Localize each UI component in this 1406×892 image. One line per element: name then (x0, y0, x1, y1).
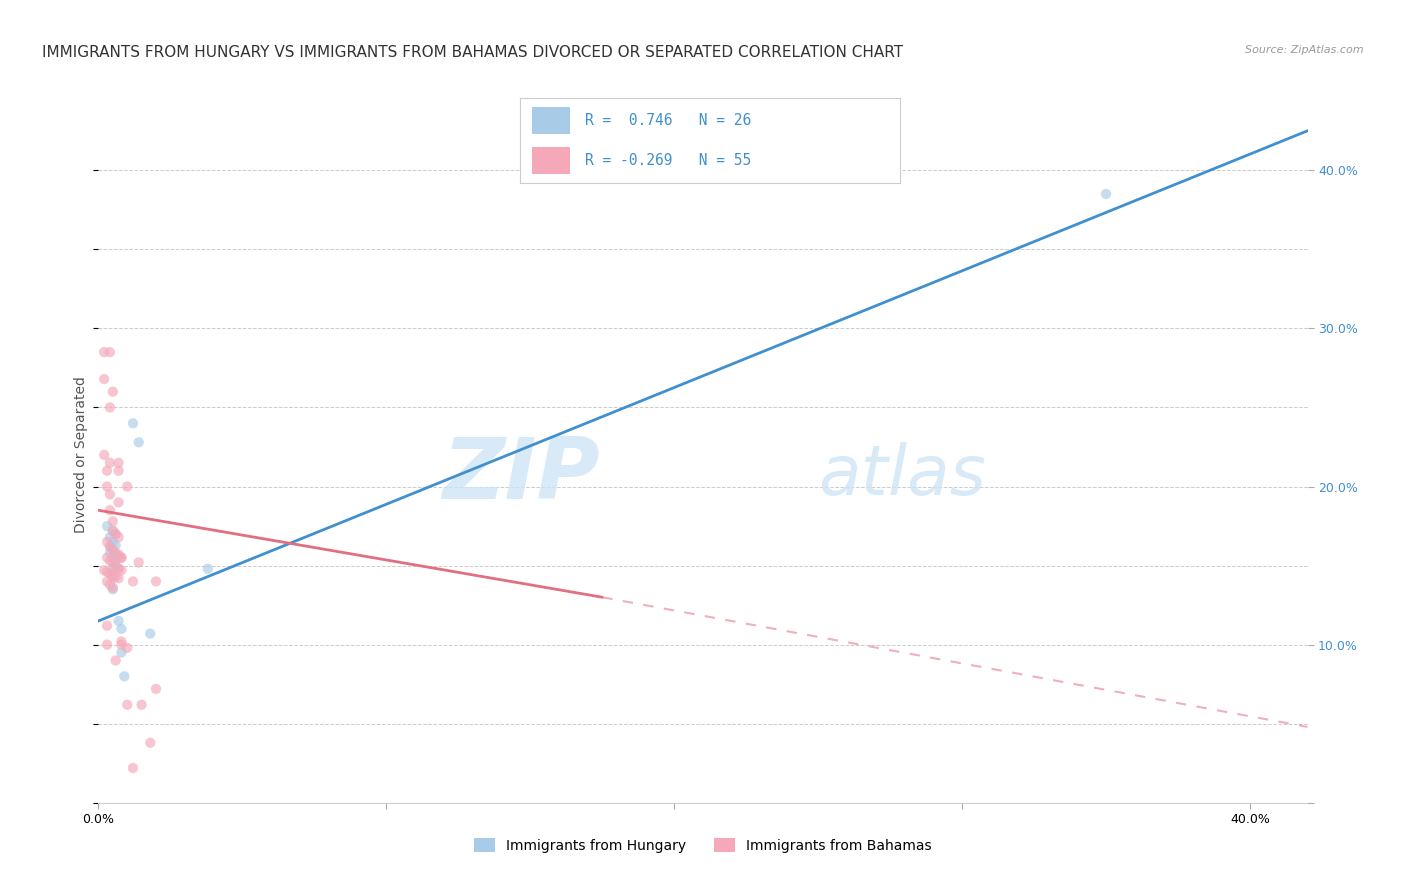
Point (107, 456, 129, 470)
Point (107, 562, 129, 576)
Point (96, 479, 118, 493)
Point (110, 646, 132, 660)
Point (96, 574, 118, 589)
Text: Source: ZipAtlas.com: Source: ZipAtlas.com (1246, 45, 1364, 54)
Point (93, 372, 115, 386)
Point (101, 534, 124, 549)
Point (98, 546, 121, 560)
Point (115, 479, 138, 493)
Point (101, 524, 124, 538)
Point (107, 550, 129, 565)
Y-axis label: Divorced or Separated: Divorced or Separated (75, 376, 89, 533)
Point (101, 524, 124, 538)
Point (112, 669, 135, 683)
Legend: Immigrants from Hungary, Immigrants from Bahamas: Immigrants from Hungary, Immigrants from… (468, 832, 938, 858)
Point (98, 577, 121, 591)
Point (110, 563, 132, 577)
Point (122, 761, 145, 775)
Point (101, 514, 124, 528)
Point (98, 487, 121, 501)
Point (145, 681, 167, 696)
Point (107, 548, 129, 562)
Point (110, 550, 132, 565)
Point (93, 563, 115, 577)
Text: R =  0.746   N = 26: R = 0.746 N = 26 (585, 112, 751, 128)
Point (101, 550, 124, 565)
Point (107, 571, 129, 585)
Point (98, 554, 121, 568)
Point (110, 634, 132, 648)
Point (98, 530, 121, 544)
Point (93, 448, 115, 462)
Point (122, 574, 145, 589)
Text: R = -0.269   N = 55: R = -0.269 N = 55 (585, 153, 751, 169)
Point (131, 698, 153, 712)
Point (96, 618, 118, 632)
Point (104, 653, 127, 667)
Point (1095, 186, 1118, 201)
Point (115, 698, 138, 712)
Point (145, 574, 167, 589)
Point (104, 558, 127, 573)
Point (104, 570, 127, 584)
Text: ZIP: ZIP (443, 434, 600, 517)
Point (101, 384, 124, 399)
Point (93, 345, 115, 359)
Text: atlas: atlas (818, 442, 986, 509)
Point (96, 534, 118, 549)
Point (96, 519, 118, 533)
Point (197, 562, 219, 576)
Point (107, 562, 129, 576)
Point (104, 548, 127, 562)
Point (101, 562, 124, 576)
Text: IMMIGRANTS FROM HUNGARY VS IMMIGRANTS FROM BAHAMAS DIVORCED OR SEPARATED CORRELA: IMMIGRANTS FROM HUNGARY VS IMMIGRANTS FR… (42, 45, 903, 60)
Point (101, 582, 124, 597)
Point (104, 558, 127, 573)
Point (139, 736, 162, 750)
Point (107, 530, 129, 544)
Point (128, 556, 150, 570)
Point (96, 565, 118, 579)
Point (98, 345, 121, 359)
Point (98, 540, 121, 554)
Point (104, 538, 127, 552)
Point (98, 401, 121, 415)
Point (101, 556, 124, 570)
Point (98, 566, 121, 581)
Point (107, 495, 129, 509)
Bar (531, 107, 569, 134)
Bar (531, 147, 569, 175)
Point (96, 464, 118, 478)
Point (98, 540, 121, 554)
Point (128, 435, 150, 450)
Point (101, 581, 124, 595)
Point (101, 571, 124, 585)
Point (107, 614, 129, 628)
Point (110, 550, 132, 565)
Point (96, 638, 118, 652)
Point (139, 626, 162, 640)
Point (101, 542, 124, 557)
Point (98, 456, 121, 470)
Point (101, 542, 124, 557)
Point (115, 640, 138, 655)
Point (107, 464, 129, 478)
Point (101, 568, 124, 582)
Point (98, 503, 121, 517)
Point (104, 527, 127, 541)
Point (122, 417, 145, 431)
Point (96, 550, 118, 565)
Point (110, 622, 132, 636)
Point (110, 638, 132, 652)
Point (104, 527, 127, 541)
Point (104, 546, 127, 560)
